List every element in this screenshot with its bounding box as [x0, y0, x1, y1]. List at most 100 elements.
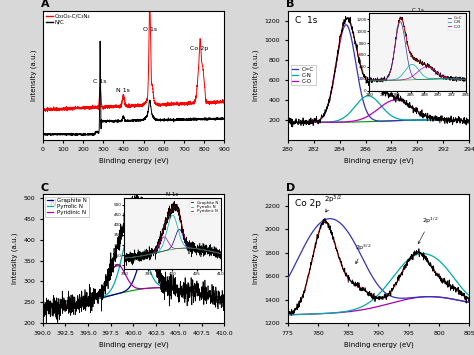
- Co₃O₄-C/C₃N₄: [108, 104, 113, 108]
- Text: N  1s: N 1s: [50, 199, 73, 208]
- N/C: [114, 120, 120, 124]
- C-O: [342, 120, 348, 124]
- Y-axis label: Intensity (a.u.): Intensity (a.u.): [11, 233, 18, 284]
- Legend: Co₃O₄-C/C₃N₄, N/C: Co₃O₄-C/C₃N₄, N/C: [46, 13, 91, 25]
- Text: D: D: [286, 183, 295, 193]
- Graphite N: [58, 304, 64, 308]
- Pyridinic N: [221, 297, 227, 301]
- C-N: [466, 119, 472, 123]
- Text: Co 2p: Co 2p: [190, 47, 208, 51]
- C=C: [329, 85, 335, 89]
- C=C: [285, 120, 291, 125]
- Graphite N: [144, 247, 149, 251]
- Pyrrolic N: [185, 288, 191, 293]
- Pyrrolic N: [120, 251, 126, 255]
- N/C: [97, 39, 103, 43]
- Pyrrolic N: [164, 285, 170, 290]
- Co₃O₄-C/C₃N₄: [79, 107, 84, 111]
- C-N: [285, 120, 291, 125]
- Pyrrolic N: [58, 304, 64, 308]
- Graphite N: [164, 285, 170, 289]
- Pyridinic N: [40, 306, 46, 311]
- Line: C=C: C=C: [288, 25, 469, 122]
- N/C: [40, 133, 46, 137]
- C-O: [404, 102, 410, 106]
- Graphite N: [120, 290, 126, 294]
- Text: C  1s: C 1s: [295, 16, 318, 25]
- Text: A: A: [41, 0, 49, 9]
- Y-axis label: Intensity (a.u.): Intensity (a.u.): [252, 233, 259, 284]
- C=C: [343, 23, 349, 27]
- Co₃O₄-C/C₃N₄: [45, 110, 50, 114]
- N/C: [73, 133, 79, 138]
- Text: N 1s: N 1s: [117, 88, 130, 93]
- Pyridinic N: [115, 263, 120, 267]
- C-O: [466, 119, 472, 123]
- X-axis label: Binding energy (eV): Binding energy (eV): [99, 158, 168, 164]
- Text: C: C: [41, 183, 49, 193]
- Graphite N: [182, 288, 187, 292]
- Graphite N: [113, 292, 119, 296]
- Pyrrolic N: [40, 306, 46, 311]
- C-N: [365, 94, 371, 98]
- C-N: [342, 115, 348, 119]
- N/C: [79, 132, 84, 136]
- C=C: [466, 119, 472, 123]
- C-N: [427, 118, 432, 122]
- Pyridinic N: [164, 286, 170, 290]
- Graphite N: [221, 297, 227, 301]
- Text: C 1s: C 1s: [93, 79, 107, 84]
- Text: Co 2p: Co 2p: [295, 199, 321, 208]
- Co₃O₄-C/C₃N₄: [40, 107, 46, 111]
- C-N: [449, 118, 455, 122]
- Text: 2p$^{3/2}$: 2p$^{3/2}$: [324, 193, 342, 212]
- Line: Pyridinic N: Pyridinic N: [43, 265, 224, 308]
- Line: C-O: C-O: [288, 100, 469, 122]
- C-O: [393, 98, 399, 102]
- Co₃O₄-C/C₃N₄: [50, 107, 56, 111]
- C-O: [285, 120, 291, 125]
- Pyridinic N: [58, 304, 64, 308]
- C-O: [329, 120, 335, 124]
- C=C: [336, 46, 342, 50]
- C-N: [404, 118, 410, 122]
- Line: Co₃O₄-C/C₃N₄: Co₃O₄-C/C₃N₄: [43, 5, 224, 112]
- X-axis label: Binding energy (eV): Binding energy (eV): [344, 158, 413, 164]
- C-N: [329, 120, 335, 124]
- N/C: [221, 116, 227, 121]
- Co₃O₄-C/C₃N₄: [114, 103, 119, 108]
- Legend: C=C, C-N, C-O: C=C, C-N, C-O: [291, 65, 316, 85]
- Text: 2p$^{1/2}$: 2p$^{1/2}$: [418, 216, 438, 244]
- C=C: [404, 118, 410, 122]
- Y-axis label: Intensity (a.u.): Intensity (a.u.): [31, 49, 37, 101]
- Pyrrolic N: [221, 297, 227, 301]
- Graphite N: [40, 306, 46, 311]
- Line: Graphite N: Graphite N: [43, 249, 224, 308]
- Co₃O₄-C/C₃N₄: [147, 2, 153, 7]
- Line: N/C: N/C: [43, 41, 224, 136]
- Pyrrolic N: [182, 288, 187, 292]
- Graphite N: [185, 288, 191, 293]
- C-O: [449, 118, 455, 122]
- C=C: [427, 118, 432, 122]
- N/C: [164, 119, 170, 123]
- Co₃O₄-C/C₃N₄: [164, 103, 170, 107]
- Line: C-N: C-N: [288, 96, 469, 122]
- X-axis label: Binding energy (eV): Binding energy (eV): [99, 341, 168, 348]
- N/C: [50, 132, 56, 137]
- Text: 2p$^{3/2}$: 2p$^{3/2}$: [355, 243, 372, 264]
- Y-axis label: Intensity (a.u.): Intensity (a.u.): [253, 49, 259, 101]
- N/C: [108, 119, 114, 123]
- Pyrrolic N: [113, 277, 119, 281]
- Pyridinic N: [182, 288, 187, 292]
- C=C: [449, 118, 455, 122]
- C-O: [336, 120, 342, 124]
- N/C: [115, 118, 121, 122]
- Pyrrolic N: [131, 217, 137, 222]
- Line: Pyrrolic N: Pyrrolic N: [43, 219, 224, 308]
- X-axis label: Binding energy (eV): Binding energy (eV): [344, 341, 413, 348]
- C=C: [342, 23, 348, 27]
- Text: O 1s: O 1s: [143, 27, 157, 32]
- Legend: Graphite N, Pyrrolic N, Pyridinic N: Graphite N, Pyrrolic N, Pyridinic N: [46, 197, 89, 217]
- Pyridinic N: [113, 263, 119, 267]
